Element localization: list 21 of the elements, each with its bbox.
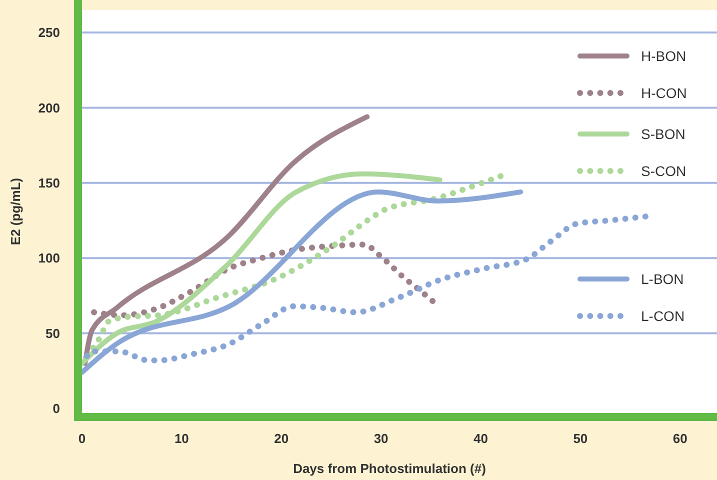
y-tick-label: 100 [38,250,60,266]
x-tick-label: 0 [78,431,86,446]
x-tick-label: 10 [174,431,189,446]
x-axis-title: Days from Photostimulation (#) [293,461,486,476]
y-tick-label: 150 [38,175,60,190]
y-tick-label: 250 [38,25,60,40]
legend-label: S-BON [641,126,686,142]
x-tick-label: 30 [374,431,388,446]
x-tick-label: 60 [672,431,688,446]
x-tick-label: 40 [474,431,488,446]
y-tick-label: 0 [52,401,60,416]
legend-label: S-CON [641,162,686,179]
y-tick-label: 50 [46,326,60,341]
legend-label: H-CON [641,84,687,101]
x-tick-label: 50 [573,431,588,446]
y-tick-label: 200 [38,100,60,116]
y-axis-title: E2 (pg/mL) [8,178,23,246]
legend-label: L-BON [641,270,684,287]
x-tick-label: 20 [274,431,289,446]
legend-label: H-BON [641,48,686,64]
legend-label: L-CON [641,308,685,324]
